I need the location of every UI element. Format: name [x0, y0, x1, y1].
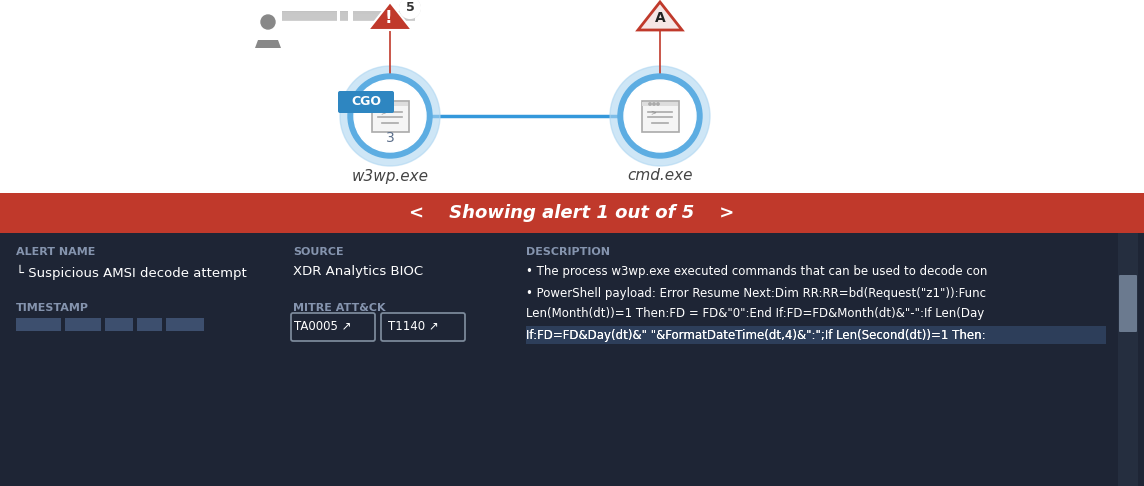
Text: CGO: CGO: [351, 96, 381, 108]
FancyBboxPatch shape: [340, 15, 348, 17]
FancyBboxPatch shape: [166, 318, 204, 331]
Circle shape: [387, 103, 389, 105]
Text: • PowerShell payload: Error Resume Next:Dim RR:RR=bd(Request("z1")):Func: • PowerShell payload: Error Resume Next:…: [526, 287, 986, 299]
Text: XDR Analytics BIOC: XDR Analytics BIOC: [293, 265, 423, 278]
FancyBboxPatch shape: [16, 318, 61, 331]
FancyBboxPatch shape: [0, 233, 1144, 486]
Text: TIMESTAMP: TIMESTAMP: [16, 303, 89, 313]
FancyBboxPatch shape: [0, 0, 1144, 193]
FancyBboxPatch shape: [372, 102, 408, 106]
Text: >: >: [650, 109, 656, 115]
FancyBboxPatch shape: [137, 318, 162, 331]
Text: If:FD=FD&Day(dt)&" "&FormatDateTime(dt,4)&":";If Len(Second(dt))=1 Then:: If:FD=FD&Day(dt)&" "&FormatDateTime(dt,4…: [526, 329, 986, 342]
Polygon shape: [638, 2, 682, 30]
Text: 5: 5: [406, 1, 414, 15]
Text: If:FD=FD&Day(dt)&" "&FormatDateTime(dt,4)&":";If Len(Second(dt))=1 Then:: If:FD=FD&Day(dt)&" "&FormatDateTime(dt,4…: [526, 329, 986, 342]
Circle shape: [623, 80, 696, 152]
Circle shape: [400, 0, 420, 18]
Circle shape: [653, 103, 656, 105]
Text: <    Showing alert 1 out of 5    >: < Showing alert 1 out of 5 >: [410, 204, 734, 222]
Polygon shape: [255, 40, 281, 48]
Circle shape: [353, 80, 426, 152]
FancyBboxPatch shape: [642, 102, 678, 106]
Circle shape: [383, 103, 386, 105]
Circle shape: [618, 74, 702, 158]
FancyBboxPatch shape: [340, 12, 348, 14]
Circle shape: [261, 15, 275, 29]
FancyBboxPatch shape: [353, 12, 415, 21]
FancyBboxPatch shape: [353, 12, 415, 14]
Circle shape: [649, 103, 651, 105]
FancyBboxPatch shape: [283, 12, 337, 14]
Text: └ Suspicious AMSI decode attempt: └ Suspicious AMSI decode attempt: [16, 264, 247, 279]
Polygon shape: [368, 2, 412, 30]
Text: T1140 ↗: T1140 ↗: [388, 320, 438, 333]
FancyBboxPatch shape: [65, 318, 101, 331]
Text: >: >: [380, 109, 386, 115]
Text: !: !: [384, 9, 391, 27]
FancyBboxPatch shape: [526, 326, 1106, 344]
Text: TA0005 ↗: TA0005 ↗: [294, 320, 351, 333]
Text: MITRE ATT&CK: MITRE ATT&CK: [293, 303, 386, 313]
Text: Len(Month(dt))=1 Then:FD = FD&"0":End If:FD=FD&Month(dt)&"-":If Len(Day: Len(Month(dt))=1 Then:FD = FD&"0":End If…: [526, 308, 984, 320]
Text: cmd.exe: cmd.exe: [627, 169, 693, 184]
Text: DESCRIPTION: DESCRIPTION: [526, 247, 610, 257]
FancyBboxPatch shape: [1118, 233, 1138, 486]
Circle shape: [657, 103, 659, 105]
FancyBboxPatch shape: [642, 102, 678, 133]
FancyBboxPatch shape: [0, 193, 1144, 233]
FancyBboxPatch shape: [1119, 275, 1137, 332]
Circle shape: [340, 66, 440, 166]
FancyBboxPatch shape: [340, 17, 348, 20]
FancyBboxPatch shape: [337, 91, 394, 113]
Text: 3: 3: [386, 131, 395, 145]
FancyBboxPatch shape: [353, 17, 415, 20]
Text: w3wp.exe: w3wp.exe: [351, 169, 429, 184]
FancyBboxPatch shape: [283, 12, 337, 21]
FancyBboxPatch shape: [105, 318, 133, 331]
Text: A: A: [654, 11, 666, 25]
Circle shape: [379, 103, 381, 105]
FancyBboxPatch shape: [283, 15, 337, 17]
Text: ALERT NAME: ALERT NAME: [16, 247, 95, 257]
Text: SOURCE: SOURCE: [293, 247, 343, 257]
FancyBboxPatch shape: [353, 15, 415, 17]
Circle shape: [348, 74, 432, 158]
Circle shape: [610, 66, 710, 166]
FancyBboxPatch shape: [340, 12, 348, 21]
FancyBboxPatch shape: [283, 17, 337, 20]
Text: • The process w3wp.exe executed commands that can be used to decode con: • The process w3wp.exe executed commands…: [526, 265, 987, 278]
FancyBboxPatch shape: [372, 102, 408, 133]
